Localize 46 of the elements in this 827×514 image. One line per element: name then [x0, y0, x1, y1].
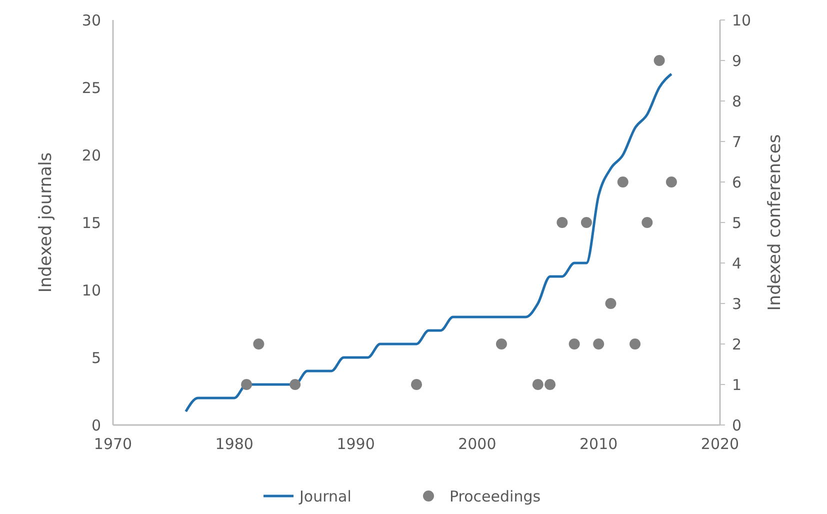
point: [568, 338, 580, 350]
y2-tick-label: 6: [732, 173, 742, 192]
y2-tick-label: 5: [732, 214, 742, 232]
y2-tick-label: 10: [732, 11, 752, 30]
point: [642, 217, 653, 228]
point: [290, 379, 301, 390]
x-tick-label: 2020: [700, 435, 740, 453]
y2-tick-label: 8: [732, 92, 742, 110]
legend-label: Proceedings: [450, 487, 541, 506]
y2-tick-label: 9: [732, 52, 742, 70]
y-tick-label: 30: [82, 11, 101, 30]
y2-tick-label: 1: [732, 376, 742, 394]
legend-label: Journal: [298, 487, 352, 506]
line-series: [184, 72, 673, 413]
point: [544, 379, 556, 390]
x-tick-label: 1970: [94, 435, 132, 453]
x-tick-label: 1980: [215, 435, 254, 453]
x-tick-label: 2010: [580, 435, 618, 453]
x-tick-label: 2000: [458, 435, 496, 453]
y-tick-label: 5: [91, 348, 101, 367]
point: [556, 217, 568, 228]
point: [241, 379, 252, 390]
y2-axis-title: Indexed conferences: [765, 134, 785, 311]
y-tick-label: 20: [82, 146, 101, 164]
point: [654, 55, 665, 66]
y-tick-label: 15: [82, 214, 101, 232]
y-tick-label: 25: [82, 78, 101, 97]
y2-tick-label: 3: [732, 294, 742, 313]
point: [253, 338, 264, 350]
y2-tick-label: 4: [732, 254, 742, 272]
point: [630, 338, 641, 350]
point: [666, 176, 677, 188]
y-tick-label: 10: [82, 281, 101, 300]
point: [532, 379, 544, 390]
point: [496, 338, 507, 350]
y2-tick-label: 0: [732, 416, 742, 434]
y2-tick-label: 7: [732, 132, 742, 151]
point: [605, 298, 616, 309]
y-axis-title: Indexed journals: [36, 152, 56, 293]
point: [580, 217, 592, 228]
point: [411, 379, 422, 390]
y-tick-label: 0: [91, 416, 101, 434]
point: [593, 338, 604, 350]
point: [617, 176, 628, 188]
y2-tick-label: 2: [732, 335, 742, 354]
x-tick-label: 1990: [336, 435, 375, 453]
